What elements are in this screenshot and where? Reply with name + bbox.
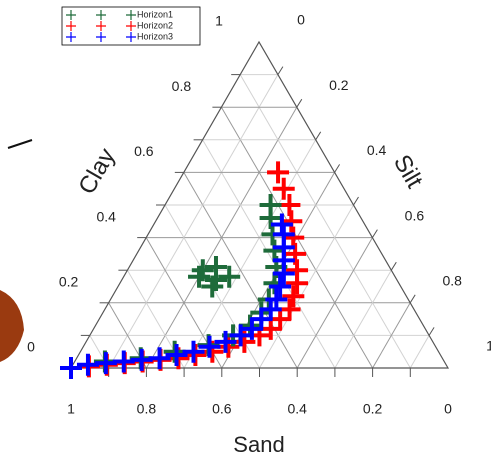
- axis-title: Sand: [233, 432, 284, 457]
- grid-line: [108, 74, 279, 369]
- legend-marker: [126, 32, 136, 42]
- grid-line: [183, 139, 317, 369]
- tick-label: 0: [27, 339, 35, 355]
- tick-label: 0.8: [442, 273, 462, 289]
- data-point: [182, 340, 205, 363]
- grid-line: [259, 204, 354, 369]
- legend-label: Horizon2: [137, 20, 173, 30]
- tick-label: 0.6: [134, 143, 154, 159]
- data-point: [267, 161, 290, 184]
- legend-label: Horizon1: [137, 9, 173, 19]
- tick-label: 0: [444, 401, 452, 417]
- data-point: [270, 213, 293, 236]
- data-point: [250, 308, 273, 331]
- grid-line: [334, 269, 392, 369]
- tick-label: 0.4: [367, 142, 387, 158]
- legend-label: Horizon3: [137, 31, 173, 41]
- grid-line: [296, 237, 373, 369]
- tick-label: 0.4: [96, 208, 116, 224]
- grid-line: [372, 302, 411, 369]
- legend-marker: [66, 10, 76, 20]
- tick-label: 0: [297, 12, 305, 28]
- data-point: [165, 343, 188, 366]
- grid-line: [202, 139, 336, 369]
- legend-marker: [96, 10, 106, 20]
- data-points: [60, 161, 309, 379]
- legend-marker: [96, 21, 106, 31]
- data-point: [191, 259, 214, 282]
- grid-line: [409, 335, 430, 369]
- tick-mark: [334, 164, 341, 173]
- data-point: [269, 275, 292, 298]
- data-point: [229, 324, 252, 347]
- tick-label: 0.8: [137, 401, 157, 417]
- data-point: [265, 288, 288, 311]
- tick-mark: [296, 98, 303, 108]
- data-point: [269, 308, 292, 331]
- tick-mark: [390, 261, 397, 271]
- tick-mark: [277, 66, 284, 75]
- tick-mark: [428, 327, 435, 336]
- legend-marker: [66, 21, 76, 31]
- data-point: [259, 317, 282, 340]
- data-point: [217, 335, 240, 358]
- data-point: [204, 255, 227, 278]
- tick-label: 0.8: [172, 78, 192, 94]
- axis-title: Silt: [388, 150, 428, 193]
- tick-label: 1: [67, 401, 75, 417]
- data-point: [60, 357, 82, 379]
- data-point: [218, 265, 241, 288]
- tick-label: 0.2: [329, 77, 349, 93]
- data-point: [214, 330, 237, 353]
- data-point: [198, 335, 221, 358]
- data-point: [278, 194, 301, 216]
- tick-label: 1: [215, 13, 223, 29]
- tick-label: 0.2: [59, 274, 79, 290]
- data-point: [282, 285, 305, 308]
- axis-ticks: [80, 66, 435, 377]
- tick-mark: [409, 294, 416, 304]
- tick-mark: [315, 131, 322, 141]
- tick-mark: [353, 196, 359, 206]
- data-point: [259, 194, 282, 216]
- grid-line: [239, 74, 411, 369]
- data-point: [148, 347, 171, 370]
- legend-marker: [126, 10, 136, 20]
- tick-label: 0.4: [287, 401, 307, 417]
- legend-marker: [126, 21, 136, 31]
- legend-marker: [66, 32, 76, 42]
- tick-label: 1: [486, 338, 491, 354]
- tick-label: 0.6: [212, 401, 232, 417]
- background-fragment: [0, 290, 24, 362]
- legend-marker: [96, 32, 106, 42]
- background-fragment: [7, 139, 33, 149]
- tick-label: 0.6: [405, 207, 425, 223]
- data-point: [278, 298, 301, 321]
- data-point: [240, 317, 263, 340]
- tick-label: 0.2: [363, 401, 383, 417]
- data-point: [272, 177, 295, 200]
- tick-mark: [371, 229, 378, 238]
- data-point: [201, 275, 224, 298]
- axis-title: Clay: [73, 144, 120, 199]
